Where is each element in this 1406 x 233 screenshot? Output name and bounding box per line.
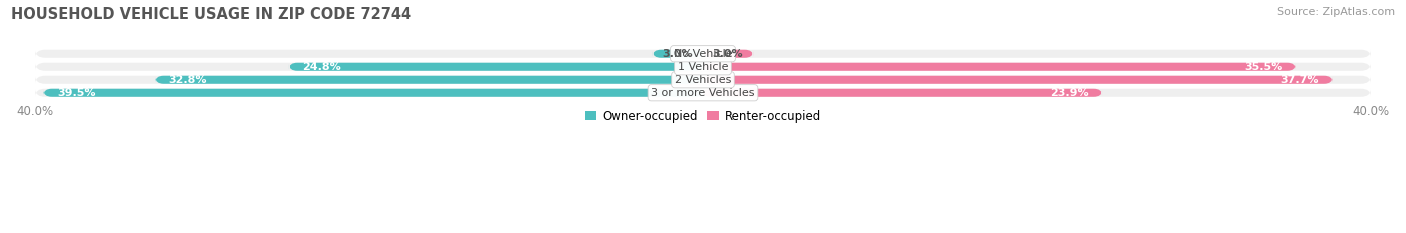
FancyBboxPatch shape xyxy=(703,50,754,58)
Text: 32.8%: 32.8% xyxy=(169,75,207,85)
FancyBboxPatch shape xyxy=(156,76,703,84)
Text: HOUSEHOLD VEHICLE USAGE IN ZIP CODE 72744: HOUSEHOLD VEHICLE USAGE IN ZIP CODE 7274… xyxy=(11,7,412,22)
Text: 2 Vehicles: 2 Vehicles xyxy=(675,75,731,85)
Text: 35.5%: 35.5% xyxy=(1244,62,1282,72)
Text: 1 Vehicle: 1 Vehicle xyxy=(678,62,728,72)
Text: 3 or more Vehicles: 3 or more Vehicles xyxy=(651,88,755,98)
FancyBboxPatch shape xyxy=(290,63,703,71)
FancyBboxPatch shape xyxy=(35,63,1371,71)
FancyBboxPatch shape xyxy=(652,50,703,58)
FancyBboxPatch shape xyxy=(44,89,703,97)
Text: Source: ZipAtlas.com: Source: ZipAtlas.com xyxy=(1277,7,1395,17)
FancyBboxPatch shape xyxy=(703,89,1102,97)
Text: 3.0%: 3.0% xyxy=(662,49,693,59)
Text: 24.8%: 24.8% xyxy=(302,62,342,72)
FancyBboxPatch shape xyxy=(35,76,1371,84)
Text: 37.7%: 37.7% xyxy=(1281,75,1319,85)
FancyBboxPatch shape xyxy=(35,89,1371,97)
FancyBboxPatch shape xyxy=(703,63,1296,71)
Text: 23.9%: 23.9% xyxy=(1050,88,1088,98)
FancyBboxPatch shape xyxy=(35,50,1371,58)
Text: No Vehicle: No Vehicle xyxy=(673,49,733,59)
Text: 39.5%: 39.5% xyxy=(56,88,96,98)
Text: 3.0%: 3.0% xyxy=(713,49,744,59)
Legend: Owner-occupied, Renter-occupied: Owner-occupied, Renter-occupied xyxy=(579,105,827,128)
FancyBboxPatch shape xyxy=(703,76,1333,84)
